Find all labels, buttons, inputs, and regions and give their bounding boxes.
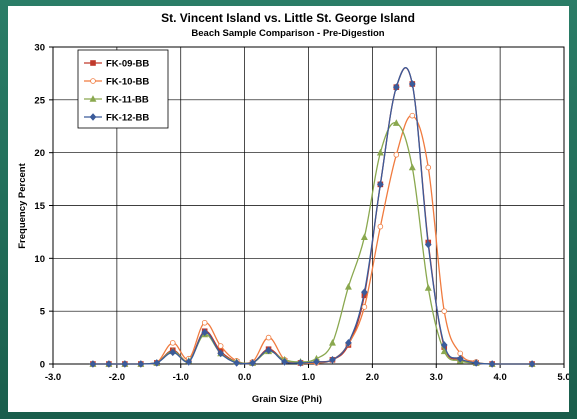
y-tick-label: 25 — [34, 95, 45, 106]
data-point — [265, 334, 272, 341]
data-point — [281, 358, 288, 366]
series-line — [92, 67, 533, 365]
data-point — [409, 112, 416, 119]
chart-title: St. Vincent Island vs. Little St. George… — [161, 11, 415, 25]
legend-marker — [90, 60, 96, 66]
x-tick-label: -2.0 — [109, 372, 125, 383]
y-tick-label: 0 — [40, 360, 45, 371]
series-lines — [89, 67, 536, 368]
data-point — [169, 348, 177, 357]
data-point — [424, 284, 432, 291]
legend-marker — [89, 113, 97, 121]
x-axis-label: Grain Size (Phi) — [252, 394, 322, 405]
data-point — [456, 354, 464, 363]
data-point — [328, 338, 336, 346]
y-tick-label: 20 — [34, 148, 45, 159]
legend-entry: FK-12-BB — [84, 113, 149, 124]
legend-entry: FK-09-BB — [84, 59, 149, 70]
x-tick-label: 3.0 — [430, 372, 443, 383]
data-point — [217, 349, 225, 358]
series-fk-12-bb — [89, 67, 536, 368]
data-point — [217, 343, 224, 349]
x-tick-label: 2.0 — [366, 372, 379, 383]
data-point — [121, 360, 129, 368]
tick-labels: -3.0 -2.0 -1.0 0.0 1.0 2.0 3.0 4.0 5.0 0 5 10 15 20 25… — [34, 43, 569, 384]
data-point — [329, 355, 336, 364]
y-tick-label: 15 — [34, 201, 45, 212]
legend-label: FK-09-BB — [106, 59, 149, 70]
data-point — [408, 80, 416, 88]
data-point — [344, 282, 352, 290]
data-point — [361, 288, 368, 296]
legend-entry: FK-10-BB — [84, 77, 149, 88]
data-point — [408, 163, 416, 171]
data-point — [201, 319, 208, 326]
data-point — [297, 359, 304, 367]
data-point — [425, 164, 432, 171]
data-point — [137, 360, 145, 368]
data-point — [392, 119, 400, 126]
data-point — [440, 341, 448, 349]
data-point — [345, 339, 352, 347]
data-point — [376, 148, 384, 156]
legend: FK-09-BB FK-10-BB FK-11-BB FK-12-BB — [77, 49, 169, 129]
x-tick-label: 1.0 — [302, 372, 315, 383]
legend-label: FK-11-BB — [106, 95, 149, 106]
data-point — [472, 359, 480, 367]
legend-label: FK-12-BB — [106, 113, 149, 124]
x-tick-label: 4.0 — [494, 372, 507, 383]
data-point — [201, 328, 209, 337]
data-point — [169, 340, 176, 346]
data-point — [153, 359, 161, 367]
data-point — [313, 358, 320, 366]
legend-marker — [89, 95, 97, 102]
data-point — [488, 360, 496, 368]
data-point — [265, 346, 272, 355]
legend-marker — [90, 78, 96, 84]
chart-panel: St. Vincent Island vs. Little St. George… — [8, 6, 569, 412]
y-tick-label: 30 — [34, 43, 45, 54]
data-point — [105, 360, 113, 368]
data-point — [249, 359, 256, 367]
y-tick-label: 5 — [40, 307, 46, 318]
y-axis-label: Frequency Percent — [17, 162, 28, 248]
legend-label: FK-10-BB — [106, 77, 149, 88]
y-tick-label: 10 — [34, 254, 45, 265]
data-point — [441, 308, 448, 314]
x-tick-label: 5.0 — [557, 372, 569, 383]
x-tick-label: 0.0 — [238, 372, 251, 383]
data-point — [528, 360, 536, 368]
chart-subtitle: Beach Sample Comparison - Pre-Digestion — [191, 28, 384, 39]
data-point — [392, 83, 400, 91]
data-point — [233, 359, 240, 367]
data-point — [377, 223, 384, 230]
data-point — [440, 347, 448, 355]
legend-entry: FK-11-BB — [84, 95, 149, 106]
data-point — [89, 360, 97, 368]
x-tick-label: -3.0 — [45, 372, 61, 383]
data-point — [361, 304, 368, 310]
data-point — [360, 233, 368, 241]
grain-size-chart: St. Vincent Island vs. Little St. George… — [17, 11, 569, 405]
data-point — [393, 151, 400, 158]
data-point — [377, 180, 384, 189]
data-point — [185, 358, 193, 366]
x-tick-label: -1.0 — [173, 372, 189, 383]
data-point — [424, 240, 432, 249]
